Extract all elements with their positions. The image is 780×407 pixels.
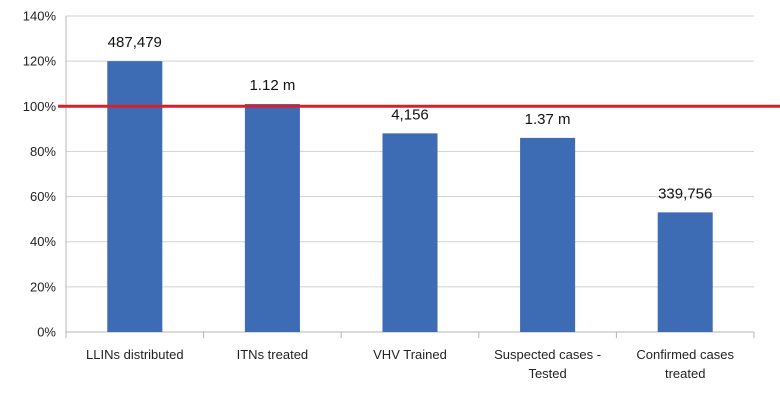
bar xyxy=(244,104,300,333)
y-tick-label: 140% xyxy=(23,9,57,24)
data-label: 4,156 xyxy=(391,106,429,123)
y-tick-label: 40% xyxy=(30,234,56,249)
x-category-label-line: Tested xyxy=(528,366,566,381)
bar xyxy=(520,137,576,332)
data-label: 487,479 xyxy=(108,34,162,51)
x-category-label: ITNs treated xyxy=(237,347,309,362)
y-tick-label: 100% xyxy=(23,99,57,114)
y-tick-label: 120% xyxy=(23,54,57,69)
x-category-label-line: treated xyxy=(665,366,705,381)
x-category-label-line: ITNs treated xyxy=(237,347,309,362)
data-labels: 487,479 1.12 m 4,156 1.37 m 339,756 xyxy=(108,34,713,202)
data-label: 1.12 m xyxy=(249,77,295,94)
x-category-label: Confirmed cases treated xyxy=(636,347,734,381)
y-tick-label: 0% xyxy=(37,325,56,340)
data-label: 1.37 m xyxy=(525,111,571,128)
y-tick-label: 20% xyxy=(30,279,56,294)
x-category-label-line: LLINs distributed xyxy=(86,347,184,362)
x-category-label-line: Confirmed cases xyxy=(636,347,734,362)
y-tick-label: 80% xyxy=(30,144,56,159)
bar xyxy=(107,61,163,333)
x-category-label: Suspected cases - Tested xyxy=(494,347,601,381)
y-tick-label: 60% xyxy=(30,189,56,204)
bar xyxy=(382,133,438,332)
data-label: 339,756 xyxy=(658,185,712,202)
x-category-label: VHV Trained xyxy=(373,347,447,362)
bar xyxy=(657,212,713,332)
x-category-label-line: VHV Trained xyxy=(373,347,447,362)
x-category-label: LLINs distributed xyxy=(86,347,184,362)
x-category-label-line: Suspected cases - xyxy=(494,347,601,362)
